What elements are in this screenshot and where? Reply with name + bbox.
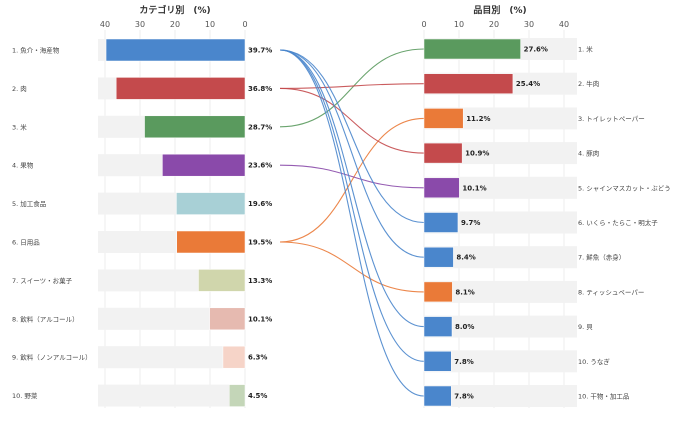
right-bar xyxy=(423,212,459,233)
right-bar-background xyxy=(424,280,577,303)
right-category-label: 4. 豚肉 xyxy=(578,149,599,158)
left-value-label: 28.7% xyxy=(248,123,272,131)
left-category-label: 7. スイーツ・お菓子 xyxy=(12,276,73,285)
right-value-label: 9.7% xyxy=(461,219,480,227)
right-value-label: 10.9% xyxy=(465,150,489,158)
right-tick-label: 0 xyxy=(421,20,426,29)
left-category-label: 2. 肉 xyxy=(12,84,27,93)
left-tick-label: 30 xyxy=(135,20,145,29)
left-bar xyxy=(229,384,246,407)
connector-line xyxy=(279,241,425,293)
left-value-label: 4.5% xyxy=(248,392,267,400)
right-value-label: 27.6% xyxy=(524,46,548,54)
right-bar xyxy=(423,351,452,372)
left-bar-background xyxy=(98,384,245,407)
right-category-label: 1. 米 xyxy=(578,45,593,54)
right-category-label: 10. うなぎ xyxy=(578,357,610,366)
right-value-label: 7.8% xyxy=(454,358,473,366)
left-bar xyxy=(176,230,246,254)
right-chart-title: 品目別 (%) xyxy=(473,4,526,16)
connector-line xyxy=(279,87,425,154)
right-bar xyxy=(423,385,452,407)
right-value-label: 10.1% xyxy=(462,184,486,192)
right-category-label: 5. シャインマスカット・ぶどう xyxy=(578,184,671,192)
left-value-label: 10.1% xyxy=(248,315,272,323)
left-value-label: 6.3% xyxy=(248,354,267,362)
right-bar xyxy=(423,38,521,60)
left-category-label: 6. 日用品 xyxy=(12,239,40,247)
right-bar-background xyxy=(424,315,577,338)
left-value-label: 36.8% xyxy=(248,85,272,93)
right-category-label: 8. ティッシュペーパー xyxy=(578,288,644,296)
connector-line xyxy=(279,49,425,258)
right-category-label: 6. いくら・たらこ・明太子 xyxy=(578,218,658,227)
left-category-label: 5. 加工食品 xyxy=(12,199,46,208)
right-value-label: 7.8% xyxy=(454,393,473,401)
right-tick-label: 30 xyxy=(524,20,534,29)
left-category-label: 4. 果物 xyxy=(12,161,34,170)
right-category-label: 7. 鮮魚（赤身） xyxy=(578,253,625,262)
connector-line xyxy=(279,49,425,328)
left-bar xyxy=(176,192,246,215)
right-bar-background xyxy=(424,211,577,234)
connector-line xyxy=(279,83,425,89)
right-category-label: 9. 貝 xyxy=(578,323,593,331)
right-tick-label: 10 xyxy=(454,20,464,29)
left-chart-title: カテゴリ別 (%) xyxy=(139,4,210,16)
connector-line xyxy=(279,164,425,189)
left-value-label: 23.6% xyxy=(248,162,272,170)
left-bar xyxy=(162,153,246,177)
connector-line xyxy=(279,49,425,397)
right-tick-label: 20 xyxy=(489,20,499,29)
left-value-label: 39.7% xyxy=(248,47,272,55)
left-category-label: 3. 米 xyxy=(12,122,27,131)
right-category-label: 3. トイレットペーパー xyxy=(578,115,645,123)
right-bar xyxy=(423,142,463,164)
left-tick-label: 20 xyxy=(170,20,180,29)
left-tick-label: 0 xyxy=(242,20,247,29)
right-bar xyxy=(423,73,514,94)
left-category-label: 1. 魚介・海産物 xyxy=(12,46,60,55)
left-value-label: 19.5% xyxy=(248,239,272,247)
right-bar-background xyxy=(424,246,577,269)
right-bar-background xyxy=(424,385,577,407)
right-bar xyxy=(423,108,464,129)
connector-line xyxy=(279,49,425,224)
left-tick-label: 40 xyxy=(100,20,110,29)
left-bar xyxy=(222,345,246,369)
right-bar-background xyxy=(424,176,577,199)
right-value-label: 8.1% xyxy=(455,288,474,296)
right-bar xyxy=(423,246,454,268)
connector-line xyxy=(279,48,425,128)
left-bar xyxy=(144,115,246,139)
left-value-label: 19.6% xyxy=(248,200,272,208)
left-bar xyxy=(105,38,246,62)
right-value-label: 8.4% xyxy=(456,254,475,262)
connector-line xyxy=(279,117,425,243)
left-category-label: 8. 飲料（アルコール） xyxy=(12,314,79,323)
right-bar xyxy=(423,281,453,303)
left-category-label: 10. 野菜 xyxy=(12,391,38,400)
left-bar-background xyxy=(98,346,245,369)
right-bar-background xyxy=(424,350,577,373)
right-category-label: 2. 牛肉 xyxy=(578,79,599,88)
right-bar xyxy=(423,177,460,199)
left-bar xyxy=(198,269,246,292)
right-tick-label: 40 xyxy=(559,20,569,29)
right-category-label: 10. 干物・加工品 xyxy=(578,392,629,401)
left-bar xyxy=(209,307,246,331)
left-value-label: 13.3% xyxy=(248,277,272,285)
left-tick-label: 10 xyxy=(205,20,215,29)
right-bar xyxy=(423,316,453,337)
left-bar xyxy=(115,77,246,100)
right-value-label: 25.4% xyxy=(516,80,540,88)
left-category-label: 9. 飲料（ノンアルコール） xyxy=(12,353,92,362)
right-value-label: 11.2% xyxy=(466,115,490,123)
left-bar-background xyxy=(98,307,245,330)
right-value-label: 8.0% xyxy=(455,323,474,331)
connector-line xyxy=(279,49,425,362)
